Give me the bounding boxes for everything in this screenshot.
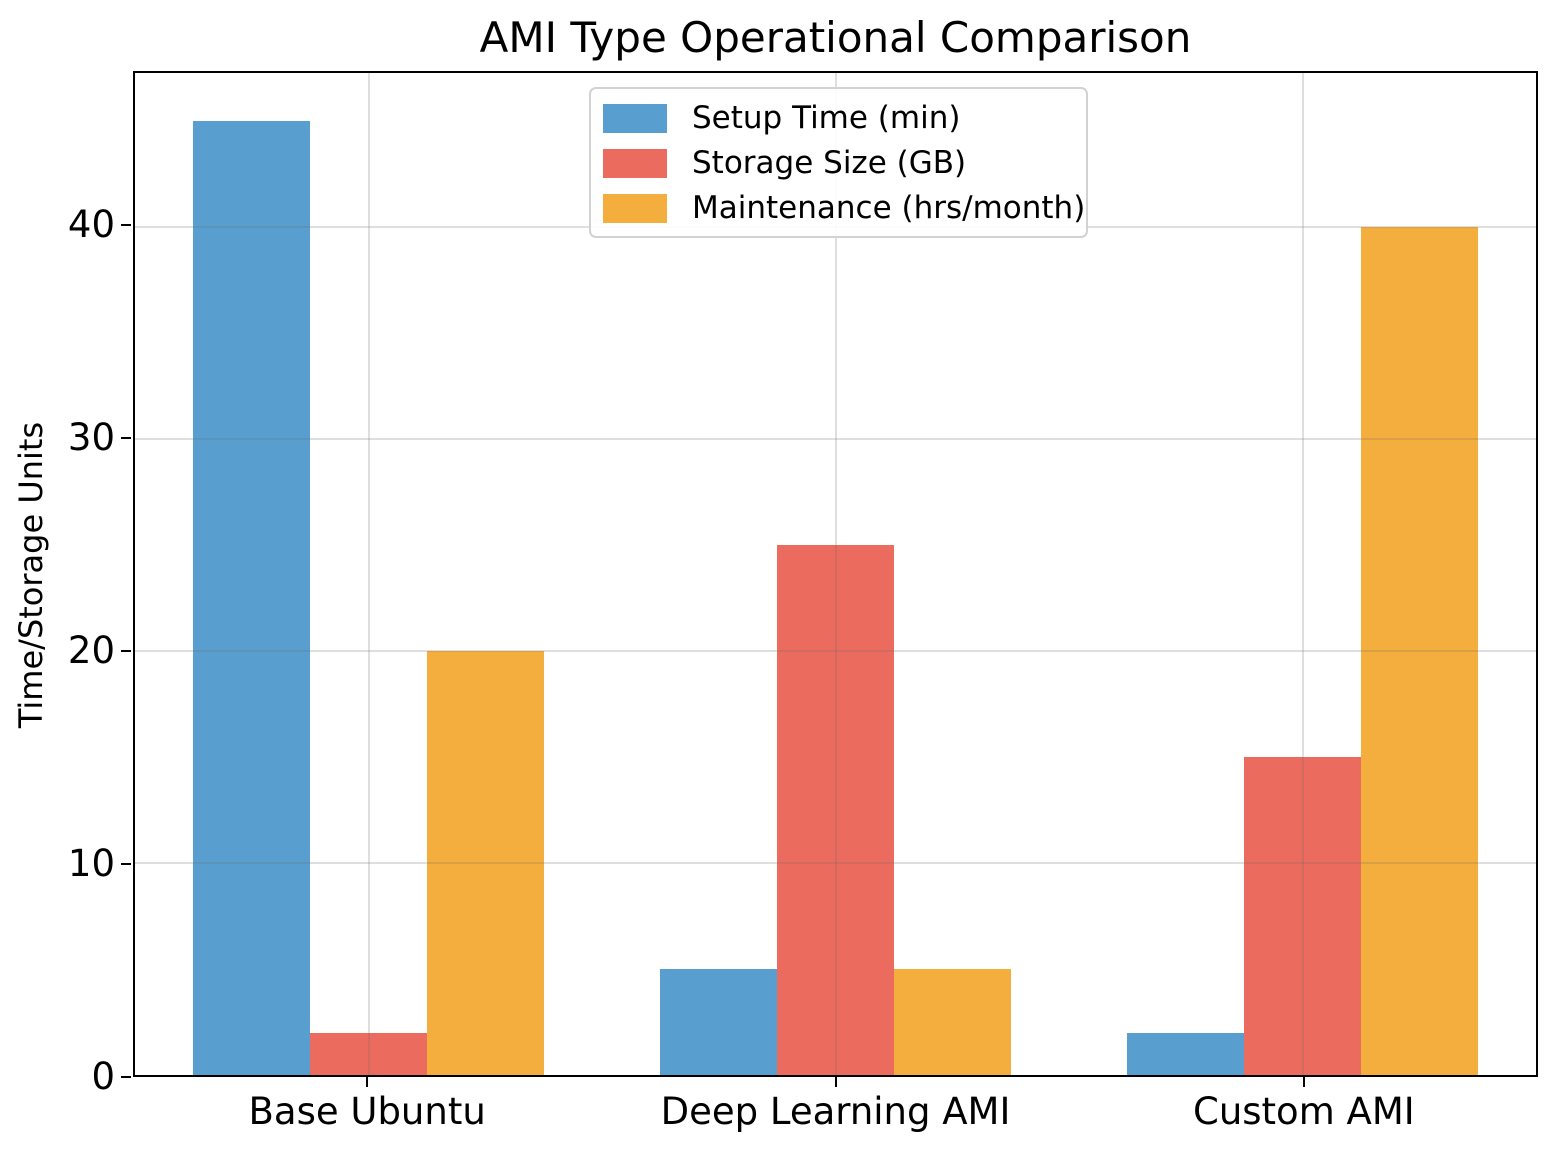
legend-label-2: Storage Size (GB) xyxy=(692,145,967,181)
y-tick-mark-0 xyxy=(121,1076,131,1078)
bar-maintenance-hrs-month-deep-learning-ami xyxy=(893,968,1011,1075)
y-axis-label: Time/Storage Units xyxy=(12,421,50,729)
legend-row-1: Setup Time (min) xyxy=(603,96,1086,141)
legend: Setup Time (min) Storage Size (GB) Mainten… xyxy=(589,87,1088,238)
x-tick-label-2: Deep Learning AMI xyxy=(660,1090,1011,1133)
y-tick-mark-20 xyxy=(121,650,131,653)
legend-label-3: Maintenance (hrs/month) xyxy=(692,190,1086,226)
legend-swatch-2 xyxy=(603,149,667,178)
x-tick-mark-1 xyxy=(366,1077,369,1087)
y-tick-mark-30 xyxy=(121,437,131,440)
legend-label-1: Setup Time (min) xyxy=(692,100,961,136)
bar-maintenance-hrs-month-custom-ami xyxy=(1360,226,1478,1075)
y-tick-mark-10 xyxy=(121,863,131,866)
x-tick-mark-3 xyxy=(1302,1077,1305,1087)
bar-storage-size-gb-custom-ami xyxy=(1244,756,1361,1075)
bar-maintenance-hrs-month-base-ubuntu xyxy=(426,650,544,1075)
legend-row-3: Maintenance (hrs/month) xyxy=(603,186,1086,231)
bar-setup-time-min-deep-learning-ami xyxy=(660,968,778,1075)
vertical-gridline-1 xyxy=(367,73,370,1075)
horizontal-gridline-30 xyxy=(135,437,1536,440)
bar-setup-time-min-base-ubuntu xyxy=(193,120,311,1075)
x-tick-label-3: Custom AMI xyxy=(1192,1090,1415,1133)
y-tick-label-0: 0 xyxy=(91,1055,115,1098)
y-tick-mark-40 xyxy=(121,224,131,227)
bar-storage-size-gb-base-ubuntu xyxy=(310,1032,427,1075)
y-tick-label-10: 10 xyxy=(67,842,115,886)
y-tick-label-20: 20 xyxy=(67,629,115,673)
chart-title: AMI Type Operational Comparison xyxy=(479,13,1192,62)
bar-storage-size-gb-deep-learning-ami xyxy=(777,544,894,1075)
y-tick-label-40: 40 xyxy=(67,203,115,247)
bar-setup-time-min-custom-ami xyxy=(1127,1032,1245,1075)
legend-swatch-1 xyxy=(603,104,667,133)
y-tick-label-30: 30 xyxy=(67,416,115,460)
legend-swatch-3 xyxy=(603,194,667,223)
plot-area xyxy=(133,71,1538,1077)
x-tick-mark-2 xyxy=(834,1077,837,1087)
legend-row-2: Storage Size (GB) xyxy=(603,141,1086,186)
x-tick-label-1: Base Ubuntu xyxy=(248,1090,486,1133)
